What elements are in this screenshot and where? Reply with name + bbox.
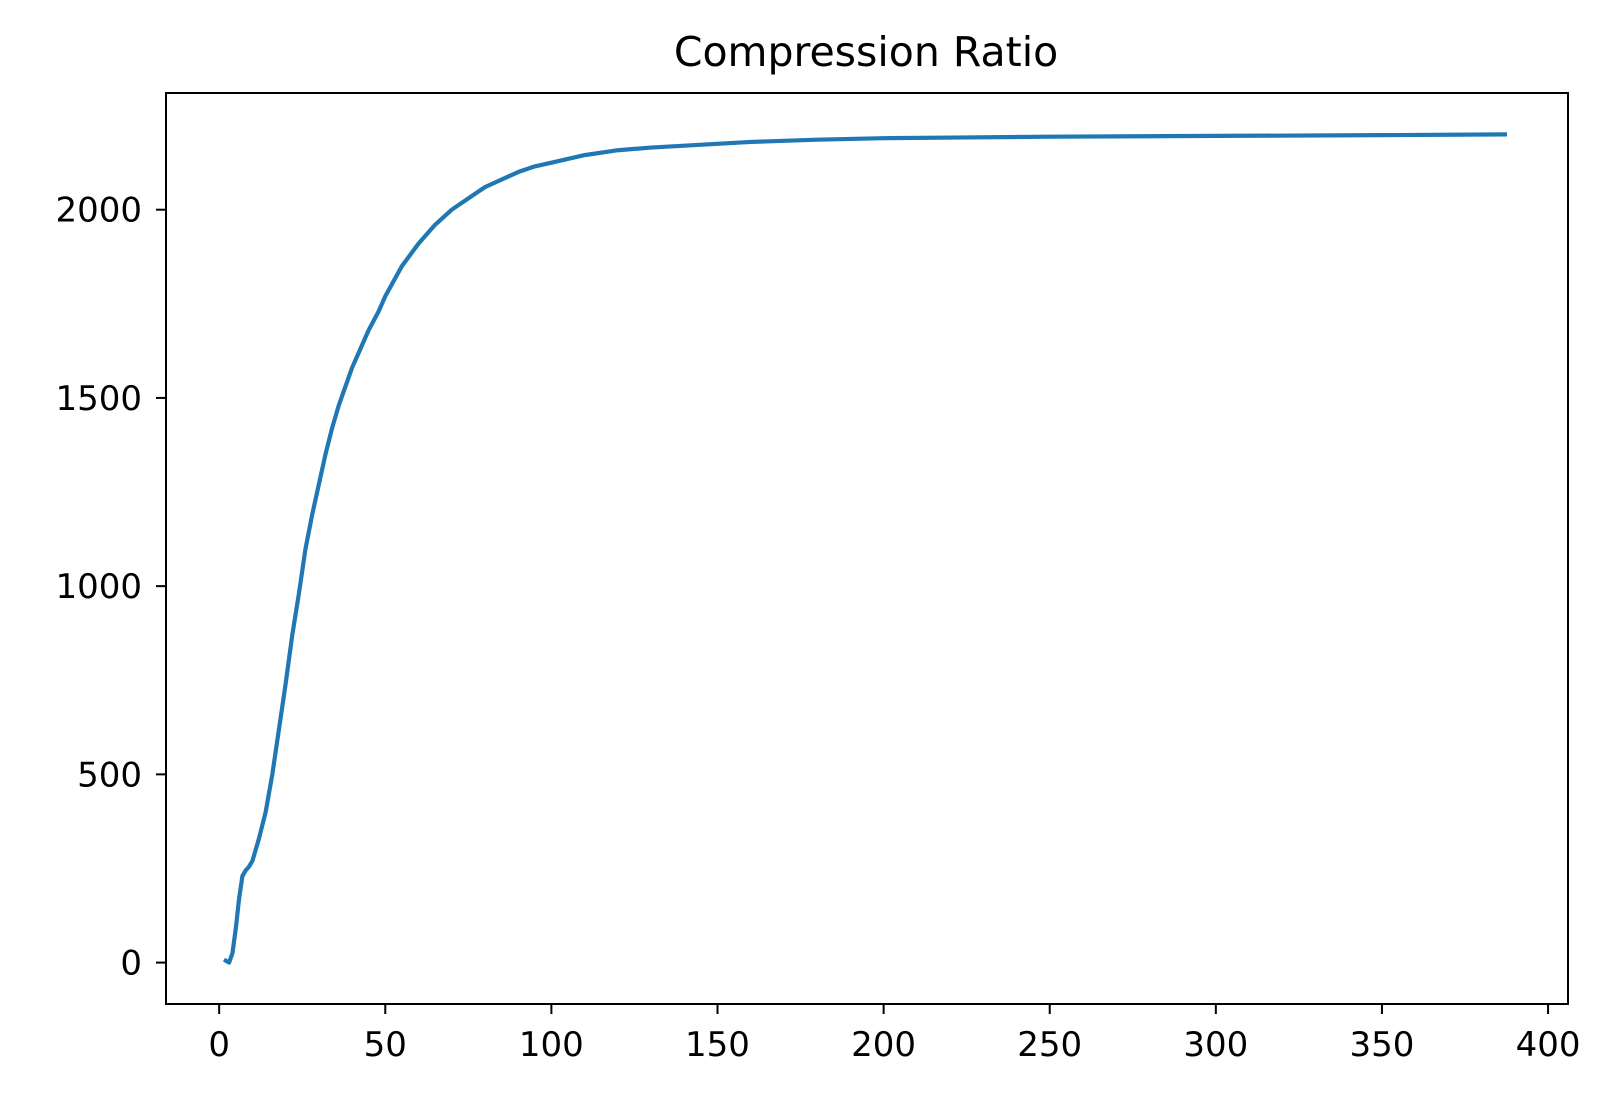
x-tick-label: 100	[519, 1025, 584, 1065]
y-tick-label: 1000	[55, 567, 142, 607]
axes: 0 50 100 150 200 250 300 350 400 0 500 1000 1500 2000	[55, 92, 1581, 1065]
x-tick-label: 250	[1017, 1025, 1082, 1065]
x-tick-label: 300	[1183, 1025, 1248, 1065]
y-tick-label: 2000	[55, 191, 142, 231]
chart-title: Compression Ratio	[674, 28, 1058, 76]
series-line-0	[222, 132, 1507, 965]
y-tick-label: 500	[77, 755, 142, 795]
plot-area	[166, 93, 1568, 1004]
y-tick-label: 0	[120, 944, 142, 984]
x-tick-label: 150	[685, 1025, 750, 1065]
x-tick-label: 400	[1516, 1025, 1581, 1065]
x-tick-label: 50	[364, 1025, 407, 1065]
x-tick-label: 0	[208, 1025, 230, 1065]
x-tick-label: 350	[1349, 1025, 1414, 1065]
plot-background	[166, 93, 1568, 1004]
x-tick-label: 200	[851, 1025, 916, 1065]
y-tick-label: 1500	[55, 379, 142, 419]
axes-frame	[165, 92, 1569, 1005]
